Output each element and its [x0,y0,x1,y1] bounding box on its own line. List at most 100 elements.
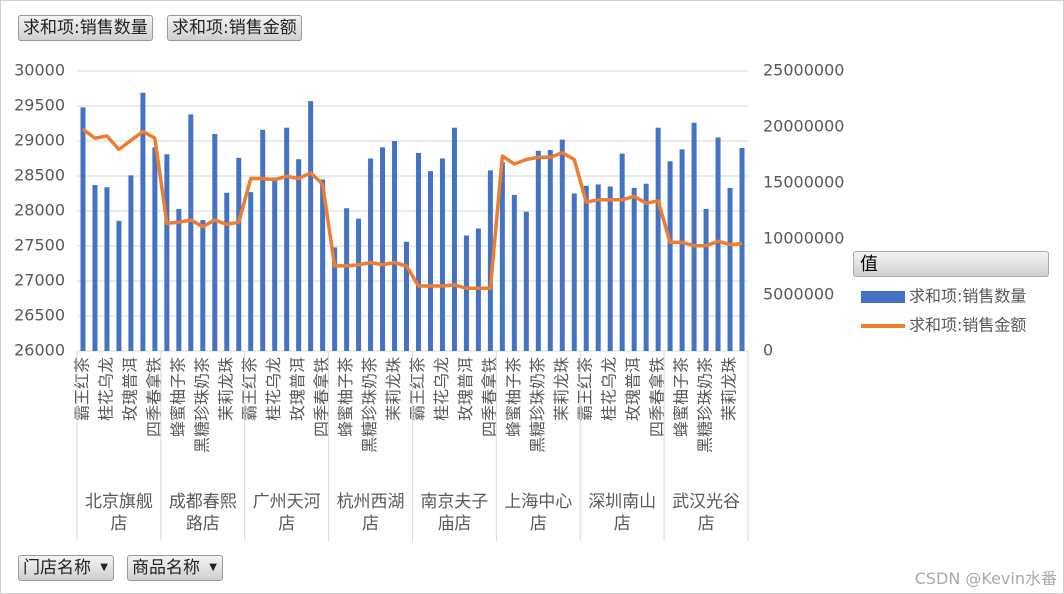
bar [356,218,362,351]
bar [212,134,218,351]
bar [439,158,445,351]
x-tick-label: 霸王红茶 [240,357,259,421]
bar [200,220,206,351]
bar [140,92,146,351]
bar [427,171,433,351]
bar [559,139,565,351]
watermark: CSDN @Kevin水番 [914,569,1057,588]
y2-tick-label: 15000000 [763,173,844,192]
bar [92,185,98,351]
y2-tick-label: 25000000 [763,61,844,80]
bar [727,187,733,351]
y-tick-label: 28000 [14,201,65,220]
x-tick-label: 桂花乌龙 [432,357,451,421]
x-tick-label: 黑糖珍珠奶茶 [192,357,211,453]
bar [523,211,529,351]
y2-tick-label: 20000000 [763,117,844,136]
x-tick-label: 四季春拿铁 [648,357,667,437]
x-tick-label: 茉莉龙珠 [384,357,403,421]
bar [655,127,661,351]
bar [248,192,254,351]
x-tick-label: 玫瑰普洱 [456,357,475,421]
x-tick-label: 玫瑰普洱 [120,357,139,421]
x-tick-label: 茉莉龙珠 [720,357,739,421]
x-tick-label: 玫瑰普洱 [288,357,307,421]
x-tick-label: 桂花乌龙 [264,357,283,421]
bar [236,157,242,351]
field-button[interactable]: 求和项:销售金额 [167,15,302,41]
x-tick-label: 黑糖珍珠奶茶 [528,357,547,453]
bar [667,161,673,351]
x-tick-label: 霸王红茶 [576,357,595,421]
x-tick-label: 黑糖珍珠奶茶 [360,357,379,453]
bar [404,241,410,351]
legend-title[interactable]: 值 [853,251,1049,277]
y-tick-label: 29000 [14,131,65,150]
bar [415,152,421,351]
bar [463,235,469,351]
x-tick-label: 桂花乌龙 [96,357,115,421]
bar [332,247,338,351]
x-tick-label: 桂花乌龙 [600,357,619,421]
x-tick-label: 茉莉龙珠 [216,357,235,421]
group-label: 北京旗舰店 [84,492,153,534]
group-label: 广州天河店 [252,492,321,534]
y-tick-label: 27500 [14,236,65,255]
y-tick-label: 28500 [14,166,65,185]
bar [679,149,685,351]
bar [368,158,374,351]
group-label: 成都春熙路店 [168,492,237,534]
bar [164,154,170,351]
x-tick-label: 四季春拿铁 [312,357,331,437]
filter-label: 门店名称 [23,558,91,578]
bar [571,193,577,351]
y-tick-label: 27000 [14,271,65,290]
bar [451,127,457,351]
y-tick-label: 29500 [14,96,65,115]
filter-button[interactable]: 门店名称 ▼ [18,555,114,581]
field-button[interactable]: 求和项:销售数量 [18,15,153,41]
bar [284,127,290,351]
y2-tick-label: 10000000 [763,229,844,248]
x-tick-label: 蜂蜜柚子茶 [504,357,523,437]
legend-swatch [861,291,905,303]
x-tick-label: 四季春拿铁 [480,357,499,437]
x-tick-label: 黑糖珍珠奶茶 [696,357,715,453]
bar [619,153,625,351]
bar [224,192,230,351]
bar [631,187,637,351]
bar [116,220,122,351]
bar [380,147,386,351]
bar [104,187,110,351]
bar [511,194,517,351]
bar [128,175,134,351]
group-label: 武汉光谷店 [672,492,741,534]
group-label: 上海中心店 [504,492,573,534]
bar [715,137,721,351]
y2-tick-label: 0 [763,341,773,360]
group-label: 杭州西湖店 [336,492,405,534]
line [81,127,743,291]
x-tick-label: 蜂蜜柚子茶 [672,357,691,437]
bar [344,208,350,351]
bar [583,185,589,351]
bar [80,107,86,352]
bar [176,208,182,351]
group-label: 深圳南山店 [588,492,657,534]
filter-button[interactable]: 商品名称 ▼ [127,555,223,581]
filter-label: 商品名称 [132,558,200,578]
bar [691,122,697,351]
bar [547,150,553,351]
bar [607,186,613,351]
bar [272,177,278,351]
bar [308,101,314,351]
y2-tick-label: 5000000 [763,285,834,304]
bar [643,183,649,351]
bar [595,184,601,351]
bar [152,147,158,351]
bar [260,129,266,351]
group-label: 南京夫子庙店 [420,492,489,534]
x-tick-label: 四季春拿铁 [144,357,163,437]
x-tick-label: 蜂蜜柚子茶 [336,357,355,437]
